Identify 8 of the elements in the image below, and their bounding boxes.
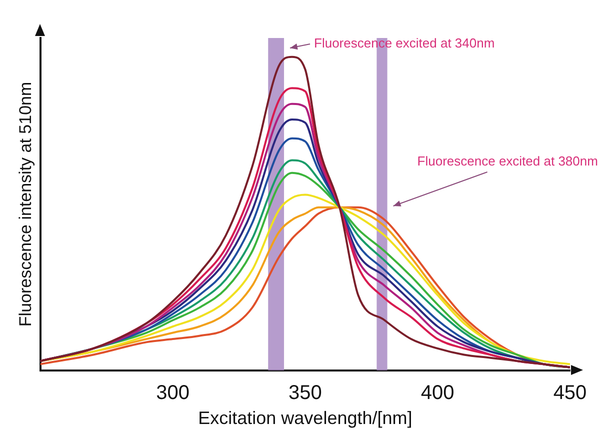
x-tick-label: 350: [288, 382, 322, 404]
x-axis-title: Excitation wavelength/[nm]: [198, 408, 412, 428]
y-axis-title: Fluorescence intensity at 510nm: [16, 82, 35, 327]
band-label: Fluorescence excited at 380nm: [417, 154, 598, 169]
x-tick-label: 450: [553, 382, 587, 404]
x-tick-label: 300: [156, 382, 190, 404]
x-tick-label: 400: [420, 382, 454, 404]
band-label: Fluorescence excited at 340nm: [314, 36, 495, 51]
